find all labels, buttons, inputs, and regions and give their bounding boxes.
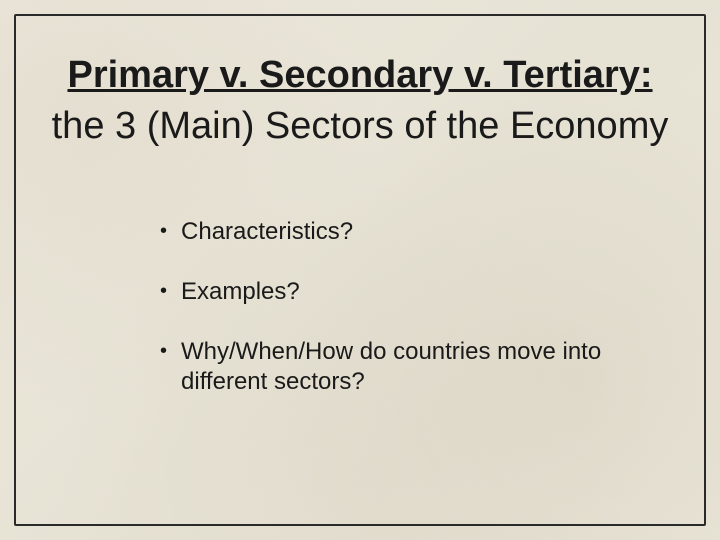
bullet-icon: • — [160, 337, 167, 365]
bullet-text: Why/When/How do countries move into diff… — [181, 337, 640, 397]
bullet-text: Examples? — [181, 277, 640, 307]
list-item: • Examples? — [160, 277, 640, 307]
bullet-text: Characteristics? — [181, 217, 640, 247]
list-item: • Why/When/How do countries move into di… — [160, 337, 640, 397]
title-rest: the 3 (Main) Sectors of the Economy — [52, 105, 669, 147]
slide-content: Primary v. Secondary v. Tertiary: the 3 … — [40, 40, 680, 500]
bullet-icon: • — [160, 217, 167, 245]
bullet-icon: • — [160, 277, 167, 305]
title-emphasis: Primary v. Secondary v. Tertiary: — [67, 54, 652, 96]
slide-title: Primary v. Secondary v. Tertiary: the 3 … — [40, 50, 680, 153]
bullet-list: • Characteristics? • Examples? • Why/Whe… — [160, 217, 640, 397]
list-item: • Characteristics? — [160, 217, 640, 247]
slide-paper-background: Primary v. Secondary v. Tertiary: the 3 … — [0, 0, 720, 540]
